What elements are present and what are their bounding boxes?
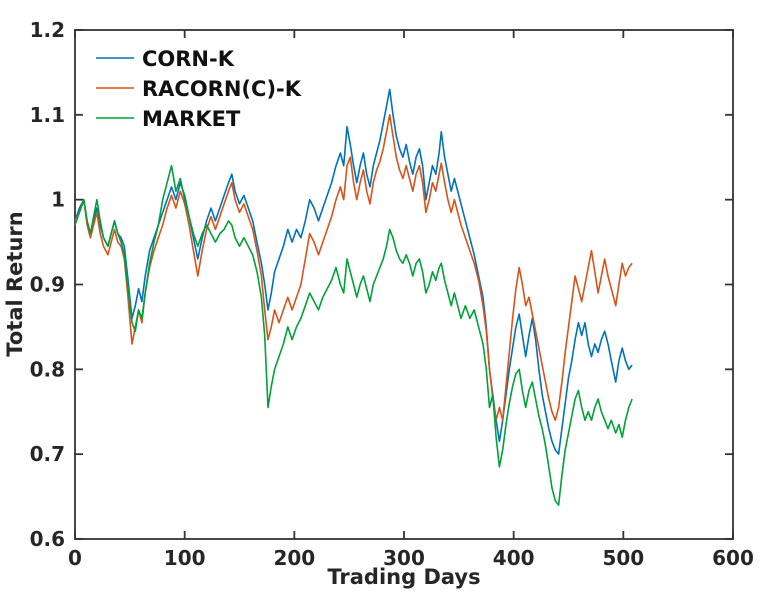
x-tick-label: 200 — [273, 546, 315, 570]
x-tick-label: 400 — [493, 546, 535, 570]
x-tick-label: 500 — [602, 546, 644, 570]
series-line-racorn-c-k — [74, 114, 633, 422]
x-tick-label: 300 — [383, 546, 425, 570]
x-tick-label: 600 — [712, 546, 754, 570]
y-tick-label: 0.8 — [30, 357, 65, 381]
legend-label-2: RACORN(C)-K — [142, 77, 302, 101]
y-tick-label: 0.7 — [30, 442, 65, 466]
y-tick-label: 1.2 — [30, 18, 65, 42]
plot-area: 0 100 200 300 400 500 600 0.6 0.7 0.8 0.9 1 1.1 1.2 CO… — [30, 18, 754, 570]
y-tick-label: 1.1 — [30, 103, 65, 127]
x-axis-label: Trading Days — [327, 565, 480, 589]
y-axis-label: Total Return — [3, 211, 27, 356]
y-tick-label: 0.9 — [30, 273, 65, 297]
legend-label-1: CORN-K — [142, 47, 235, 71]
x-tick-label: 0 — [68, 546, 82, 570]
series-line-market — [74, 164, 633, 506]
legend-label-3: MARKET — [142, 107, 241, 131]
y-tick-label: 1 — [51, 188, 65, 212]
y-tick-label: 0.6 — [30, 527, 65, 551]
x-tick-label: 100 — [164, 546, 206, 570]
series-line-corn-k — [74, 88, 633, 456]
